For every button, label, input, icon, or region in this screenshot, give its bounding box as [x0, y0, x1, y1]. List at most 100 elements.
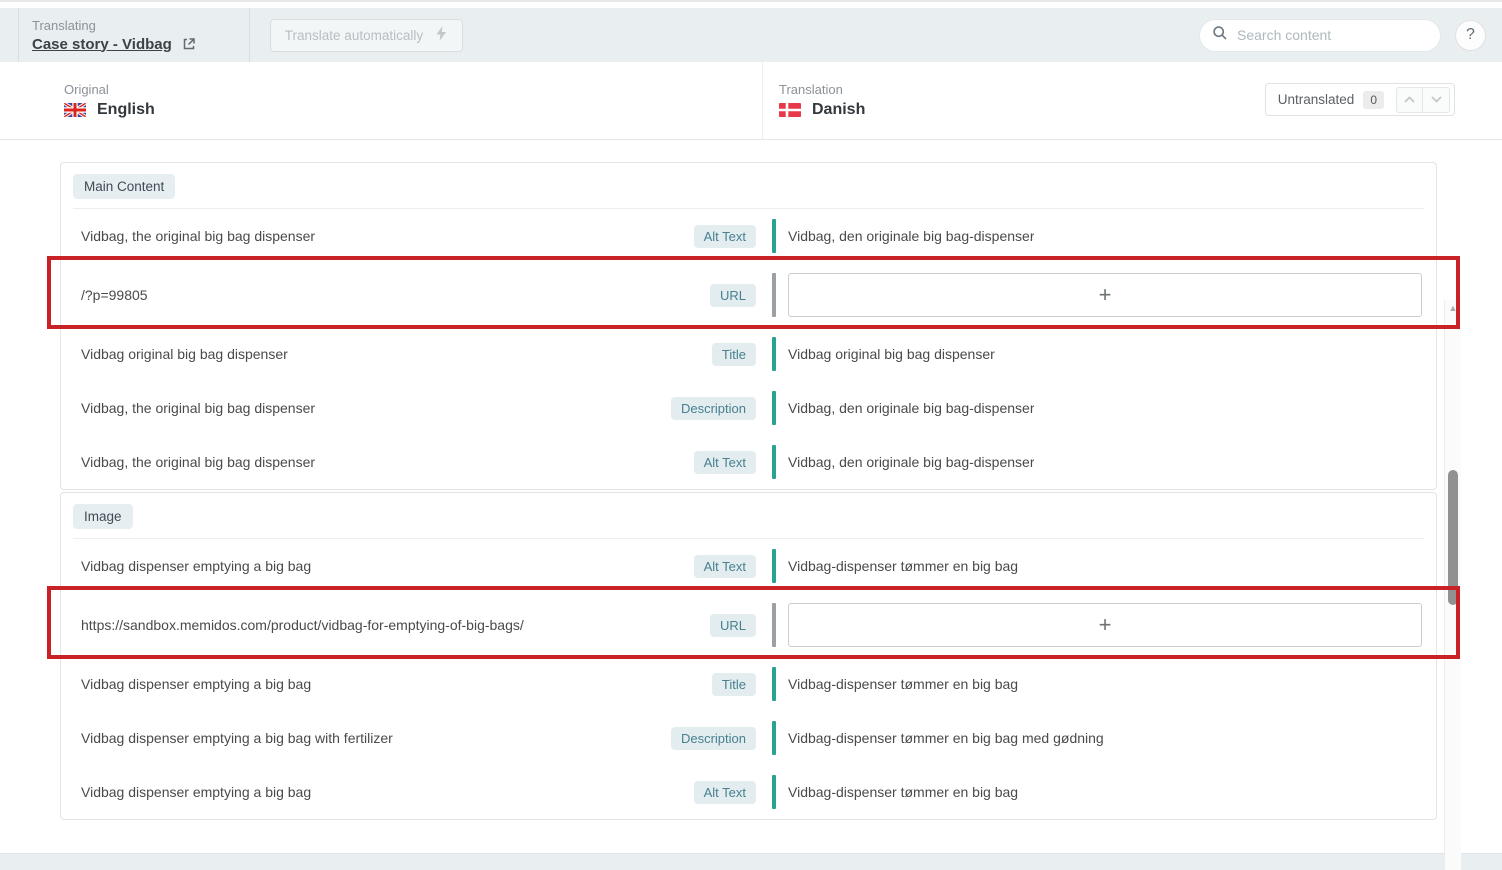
- translation-status-bar: [772, 667, 776, 701]
- translation-status-bar: [772, 337, 776, 371]
- translation-cell: +: [776, 273, 1424, 317]
- section-divider: [73, 538, 1424, 539]
- translation-row: Vidbag dispenser emptying a big bag Alt T…: [61, 539, 1436, 593]
- translation-label: Translation: [779, 82, 843, 97]
- translation-row: https://sandbox.memidos.com/product/vidb…: [47, 586, 1460, 659]
- original-text: Vidbag, the original big bag dispenser: [81, 454, 316, 470]
- original-text: Vidbag, the original big bag dispenser: [81, 400, 316, 416]
- translation-row: Vidbag dispenser emptying a big bag Title…: [61, 657, 1436, 711]
- untranslated-filter-label: Untranslated: [1277, 92, 1355, 107]
- translation-text[interactable]: Vidbag, den originale big bag-dispenser: [788, 454, 1035, 470]
- original-language-name: English: [97, 101, 155, 118]
- section-card: Main Content Vidbag, the original big bag…: [47, 162, 1460, 490]
- translation-text[interactable]: Vidbag, den originale big bag-dispenser: [788, 228, 1035, 244]
- field-type-badge: Alt Text: [693, 450, 756, 474]
- translation-text[interactable]: Vidbag, den originale big bag-dispenser: [788, 400, 1035, 416]
- next-untranslated-button[interactable]: [1423, 86, 1450, 113]
- plus-icon: +: [1098, 282, 1112, 307]
- uk-flag-icon: [64, 103, 86, 117]
- translation-row: Vidbag, the original big bag dispenser Al…: [61, 209, 1436, 263]
- translation-row: /?p=99805 URL +: [47, 256, 1460, 329]
- original-cell: Vidbag, the original big bag dispenser Al…: [81, 224, 756, 248]
- original-cell: https://sandbox.memidos.com/product/vidb…: [81, 613, 756, 637]
- top-bar: Translating Case story - Vidbag Translat…: [0, 8, 1502, 62]
- add-translation-input[interactable]: +: [788, 273, 1422, 317]
- vertical-scrollbar[interactable]: ▲ ▼: [1444, 300, 1461, 870]
- translation-text[interactable]: Vidbag-dispenser tømmer en big bag: [788, 558, 1019, 574]
- translation-row: Vidbag dispenser emptying a big bag with…: [61, 711, 1436, 765]
- original-text: Vidbag, the original big bag dispenser: [81, 228, 316, 244]
- translation-status-bar: [772, 549, 776, 583]
- external-link-icon[interactable]: [181, 36, 197, 52]
- translation-cell: Vidbag original big bag dispenser: [776, 346, 1424, 362]
- original-label: Original: [64, 82, 109, 97]
- language-bar: Original English Translation: [0, 61, 1502, 140]
- section-title-chip: Image: [73, 504, 133, 529]
- translation-text[interactable]: Vidbag-dispenser tømmer en big bag: [788, 676, 1019, 692]
- translate-automatically-label: Translate automatically: [284, 27, 424, 43]
- question-mark-icon: ?: [1466, 26, 1475, 43]
- original-text: /?p=99805: [81, 287, 148, 303]
- translation-cell: Vidbag-dispenser tømmer en big bag: [776, 558, 1424, 574]
- translation-text[interactable]: Vidbag original big bag dispenser: [788, 346, 995, 362]
- translation-status-bar: [772, 219, 776, 253]
- field-type-badge: Description: [670, 396, 756, 420]
- translation-cell: Vidbag, den originale big bag-dispenser: [776, 400, 1424, 416]
- plus-icon: +: [1098, 612, 1112, 637]
- original-cell: /?p=99805 URL: [81, 283, 756, 307]
- scrollbar-thumb[interactable]: [1448, 470, 1458, 605]
- divider: [248, 8, 250, 62]
- divider: [18, 8, 19, 62]
- translation-cell: +: [776, 603, 1424, 647]
- translation-row: Vidbag, the original big bag dispenser De…: [61, 381, 1436, 435]
- translation-row: Vidbag dispenser emptying a big bag Alt T…: [61, 765, 1436, 819]
- translation-language-name: Danish: [812, 101, 866, 118]
- original-cell: Vidbag dispenser emptying a big bag Alt T…: [81, 780, 756, 804]
- translate-automatically-button[interactable]: Translate automatically: [269, 18, 464, 52]
- translating-block: Translating Case story - Vidbag: [32, 18, 197, 53]
- field-type-badge: Alt Text: [693, 554, 756, 578]
- add-translation-input[interactable]: +: [788, 603, 1422, 647]
- original-text: https://sandbox.memidos.com/product/vidb…: [81, 617, 524, 633]
- original-cell: Vidbag, the original big bag dispenser De…: [81, 396, 756, 420]
- search-icon: [1212, 25, 1228, 46]
- original-text: Vidbag dispenser emptying a big bag: [81, 784, 312, 800]
- field-type-badge: URL: [709, 283, 756, 307]
- page-link[interactable]: Case story - Vidbag: [32, 35, 172, 53]
- section-divider: [73, 208, 1424, 209]
- translation-status-bar: [772, 603, 776, 647]
- original-cell: Vidbag, the original big bag dispenser Al…: [81, 450, 756, 474]
- original-text: Vidbag original big bag dispenser: [81, 346, 288, 362]
- original-text: Vidbag dispenser emptying a big bag: [81, 676, 312, 692]
- original-cell: Vidbag dispenser emptying a big bag Alt T…: [81, 554, 756, 578]
- field-type-badge: Title: [711, 342, 756, 366]
- translation-row: Vidbag, the original big bag dispenser Al…: [61, 435, 1436, 489]
- field-type-badge: Description: [670, 726, 756, 750]
- field-type-badge: Alt Text: [693, 780, 756, 804]
- original-cell: Vidbag original big bag dispenser Title: [81, 342, 756, 366]
- translation-editor-content: Main Content Vidbag, the original big bag…: [0, 140, 1502, 870]
- translation-cell: Vidbag-dispenser tømmer en big bag: [776, 784, 1424, 800]
- translation-status-bar: [772, 775, 776, 809]
- search-input[interactable]: [1237, 27, 1428, 43]
- translation-cell: Vidbag-dispenser tømmer en big bag med g…: [776, 730, 1424, 746]
- translating-label: Translating: [32, 17, 96, 33]
- translation-cell: Vidbag-dispenser tømmer en big bag: [776, 676, 1424, 692]
- untranslated-filter[interactable]: Untranslated 0: [1264, 83, 1455, 116]
- section-header: Main Content: [61, 163, 1436, 208]
- section-title-chip: Main Content: [73, 174, 176, 199]
- translation-text[interactable]: Vidbag-dispenser tømmer en big bag med g…: [788, 730, 1104, 746]
- translation-status-bar: [772, 273, 776, 317]
- help-button[interactable]: ?: [1455, 19, 1486, 51]
- scrollbar-up-arrow[interactable]: ▲: [1448, 303, 1458, 313]
- search-box[interactable]: [1199, 18, 1441, 52]
- original-text: Vidbag dispenser emptying a big bag: [81, 558, 312, 574]
- untranslated-count-badge: 0: [1363, 90, 1384, 109]
- original-cell: Vidbag dispenser emptying a big bag Title: [81, 672, 756, 696]
- translation-text[interactable]: Vidbag-dispenser tømmer en big bag: [788, 784, 1019, 800]
- footer-strip: [0, 853, 1502, 870]
- field-type-badge: URL: [709, 613, 756, 637]
- window-chrome-strip: [0, 0, 1502, 8]
- original-language-column: Original English: [0, 82, 762, 119]
- previous-untranslated-button[interactable]: [1396, 86, 1423, 113]
